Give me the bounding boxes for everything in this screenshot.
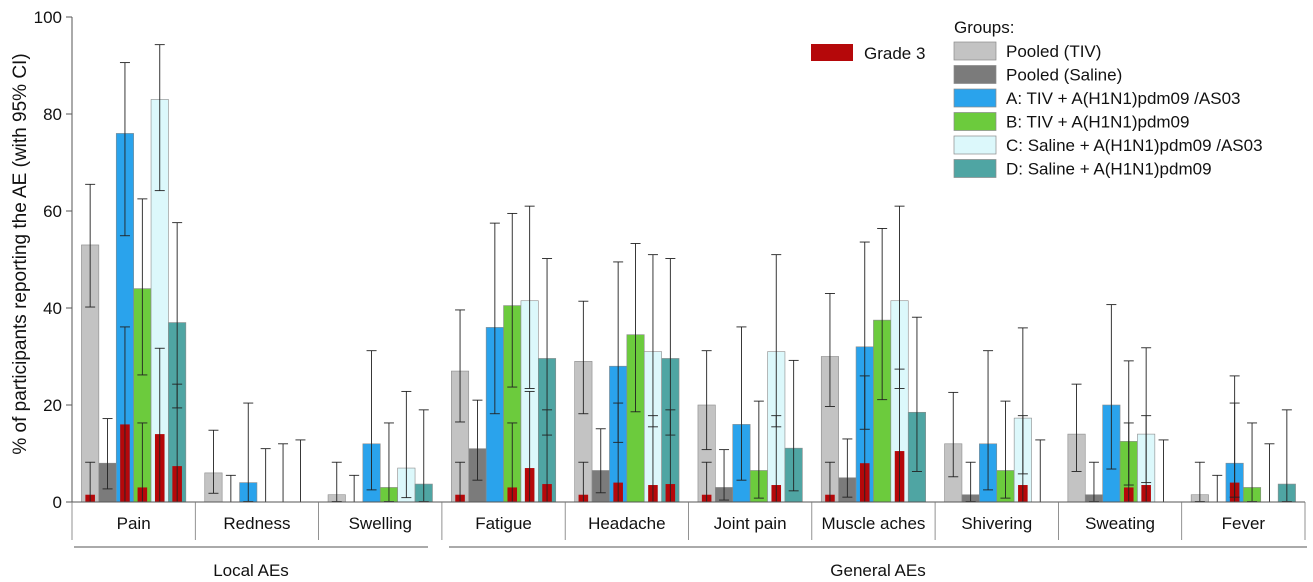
y-tick-label: 0 — [53, 493, 62, 512]
legend-title: Groups: — [954, 18, 1014, 37]
legend-label-1: Pooled (TIV) — [1006, 42, 1101, 61]
x-tick-label-sweating: Sweating — [1085, 514, 1155, 533]
x-tick-label-swelling: Swelling — [349, 514, 412, 533]
x-tick-label-fatigue: Fatigue — [475, 514, 532, 533]
legend-label-5: C: Saline + A(H1N1)pdm09 /AS03 — [1006, 136, 1263, 155]
category-groups: Local AEs General AEs — [74, 546, 1307, 580]
y-tick-label: 60 — [43, 202, 62, 221]
x-tick-label-pain: Pain — [117, 514, 151, 533]
legend-label-2: Pooled (Saline) — [1006, 66, 1122, 85]
legend-swatch-6 — [953, 159, 997, 178]
legend-label-6: D: Saline + A(H1N1)pdm09 — [1006, 160, 1212, 179]
legend-swatch-1 — [953, 41, 997, 61]
legend-swatch-5 — [953, 135, 997, 155]
x-tick-label-headache: Headache — [588, 514, 666, 533]
x-tick-label-muscle-aches: Muscle aches — [821, 514, 925, 533]
y-axis: 0 20 40 60 80 100 — [34, 8, 73, 512]
x-axis: Pain Redness Swelling Fatigue Headache Joint … — [71, 501, 1306, 540]
legend: Groups: Pooled (TIV) Pooled (Saline) A: TIV… — [811, 18, 1263, 179]
legend-swatch-3 — [953, 88, 997, 108]
legend-label-grade3: Grade 3 — [864, 44, 925, 63]
legend-swatch-4 — [953, 112, 997, 131]
y-tick-label: 40 — [43, 299, 62, 318]
legend-swatch-grade3 — [811, 44, 853, 61]
x-tick-label-redness: Redness — [223, 514, 290, 533]
x-tick-label-shivering: Shivering — [961, 514, 1032, 533]
legend-label-3: A: TIV + A(H1N1)pdm09 /AS03 — [1006, 89, 1241, 108]
y-tick-label: 100 — [34, 8, 62, 27]
group-label-general-aes: General AEs — [830, 561, 925, 580]
x-tick-label-fever: Fever — [1222, 514, 1266, 533]
legend-label-4: B: TIV + A(H1N1)pdm09 — [1006, 113, 1189, 132]
group-label-local-aes: Local AEs — [213, 561, 289, 580]
x-tick-label-joint-pain: Joint pain — [714, 514, 787, 533]
y-tick-label: 80 — [43, 105, 62, 124]
legend-swatch-2 — [953, 65, 997, 84]
y-tick-label: 20 — [43, 396, 62, 415]
y-axis-label: % of participants reporting the AE (with… — [10, 53, 31, 454]
